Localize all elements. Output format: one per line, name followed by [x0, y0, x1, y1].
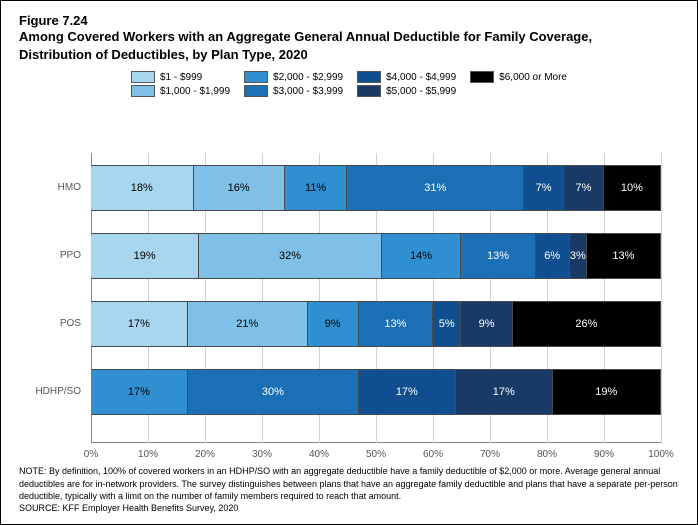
- bar-segment: 31%: [347, 165, 524, 211]
- bar-segment: 30%: [188, 369, 359, 415]
- legend-swatch: [244, 71, 268, 83]
- footer-source: SOURCE: KFF Employer Health Benefits Sur…: [19, 502, 679, 514]
- legend-item: $6,000 or More: [470, 71, 567, 83]
- x-tick-label: 60%: [423, 443, 443, 460]
- x-tick-label: 0%: [84, 443, 98, 460]
- legend: $1 - $999 $2,000 - $2,999 $4,000 - $4,999 $…: [1, 63, 697, 97]
- plot-area: 0%10%20%30%40%50%60%70%80%90%100%HMO18%1…: [91, 153, 661, 443]
- x-tick-label: 50%: [366, 443, 386, 460]
- x-tick-label: 70%: [480, 443, 500, 460]
- bar-segment: 5%: [433, 301, 462, 347]
- legend-label: $1,000 - $1,999: [160, 86, 230, 97]
- legend-label: $4,000 - $4,999: [386, 72, 456, 83]
- legend-label: $2,000 - $2,999: [273, 72, 343, 83]
- legend-item: $1 - $999: [131, 71, 230, 83]
- legend-swatch: [357, 71, 381, 83]
- figure-title-line2: Distribution of Deductibles, by Plan Typ…: [19, 46, 679, 64]
- bar-segment: 3%: [570, 233, 587, 279]
- category-label: POS: [11, 318, 91, 329]
- bar-segment: 9%: [461, 301, 512, 347]
- bar-segment: 32%: [199, 233, 381, 279]
- figure-title-line1: Among Covered Workers with an Aggregate …: [19, 28, 679, 46]
- bar-segment: 21%: [188, 301, 308, 347]
- bar-segment: 19%: [553, 369, 661, 415]
- title-block: Figure 7.24 Among Covered Workers with a…: [1, 1, 697, 63]
- figure-number: Figure 7.24: [19, 13, 679, 28]
- footer-note: NOTE: By definition, 100% of covered wor…: [19, 465, 679, 501]
- footer: NOTE: By definition, 100% of covered wor…: [19, 465, 679, 514]
- bar-segment: 17%: [91, 369, 188, 415]
- legend-label: $1 - $999: [160, 72, 202, 83]
- figure-container: Figure 7.24 Among Covered Workers with a…: [0, 0, 698, 525]
- bar-segment: 13%: [461, 233, 535, 279]
- bar-segment: 16%: [194, 165, 285, 211]
- bar-segment: 9%: [308, 301, 359, 347]
- bar-segment: 13%: [359, 301, 433, 347]
- x-tick-label: 40%: [309, 443, 329, 460]
- bar-row: HMO18%16%11%31%7%7%10%: [91, 165, 661, 211]
- legend-label: $3,000 - $3,999: [273, 86, 343, 97]
- bar-segment: 26%: [513, 301, 661, 347]
- category-label: HMO: [11, 182, 91, 193]
- bar-segment: 10%: [604, 165, 661, 211]
- bar-segment: 13%: [587, 233, 661, 279]
- bar-segment: 18%: [91, 165, 194, 211]
- legend-swatch: [244, 85, 268, 97]
- x-tick-label: 100%: [648, 443, 674, 460]
- x-tick-label: 90%: [594, 443, 614, 460]
- x-tick-label: 30%: [252, 443, 272, 460]
- bar-segment: 7%: [564, 165, 604, 211]
- legend-item: $5,000 - $5,999: [357, 85, 456, 97]
- legend-item: $2,000 - $2,999: [244, 71, 343, 83]
- bar-segment: 17%: [359, 369, 456, 415]
- legend-label: $6,000 or More: [499, 72, 567, 83]
- bar-segment: 14%: [382, 233, 462, 279]
- category-label: HDHP/SO: [11, 386, 91, 397]
- bar-segment: 17%: [91, 301, 188, 347]
- bar-segment: 7%: [524, 165, 564, 211]
- x-tick-label: 20%: [195, 443, 215, 460]
- bar-segment: 17%: [456, 369, 553, 415]
- grid-line: [661, 153, 662, 443]
- category-label: PPO: [11, 250, 91, 261]
- legend-item: $3,000 - $3,999: [244, 85, 343, 97]
- bar-row: HDHP/SO17%30%17%17%19%: [91, 369, 661, 415]
- bar-row: POS17%21%9%13%5%9%26%: [91, 301, 661, 347]
- legend-item: $1,000 - $1,999: [131, 85, 230, 97]
- legend-swatch: [470, 71, 494, 83]
- legend-swatch: [131, 71, 155, 83]
- bar-segment: 19%: [91, 233, 199, 279]
- legend-item: $4,000 - $4,999: [357, 71, 456, 83]
- bar-segment: 11%: [285, 165, 348, 211]
- x-tick-label: 80%: [537, 443, 557, 460]
- legend-swatch: [131, 85, 155, 97]
- x-tick-label: 10%: [138, 443, 158, 460]
- legend-swatch: [357, 85, 381, 97]
- bar-segment: 6%: [536, 233, 570, 279]
- legend-label: $5,000 - $5,999: [386, 86, 456, 97]
- bar-row: PPO19%32%14%13%6%3%13%: [91, 233, 661, 279]
